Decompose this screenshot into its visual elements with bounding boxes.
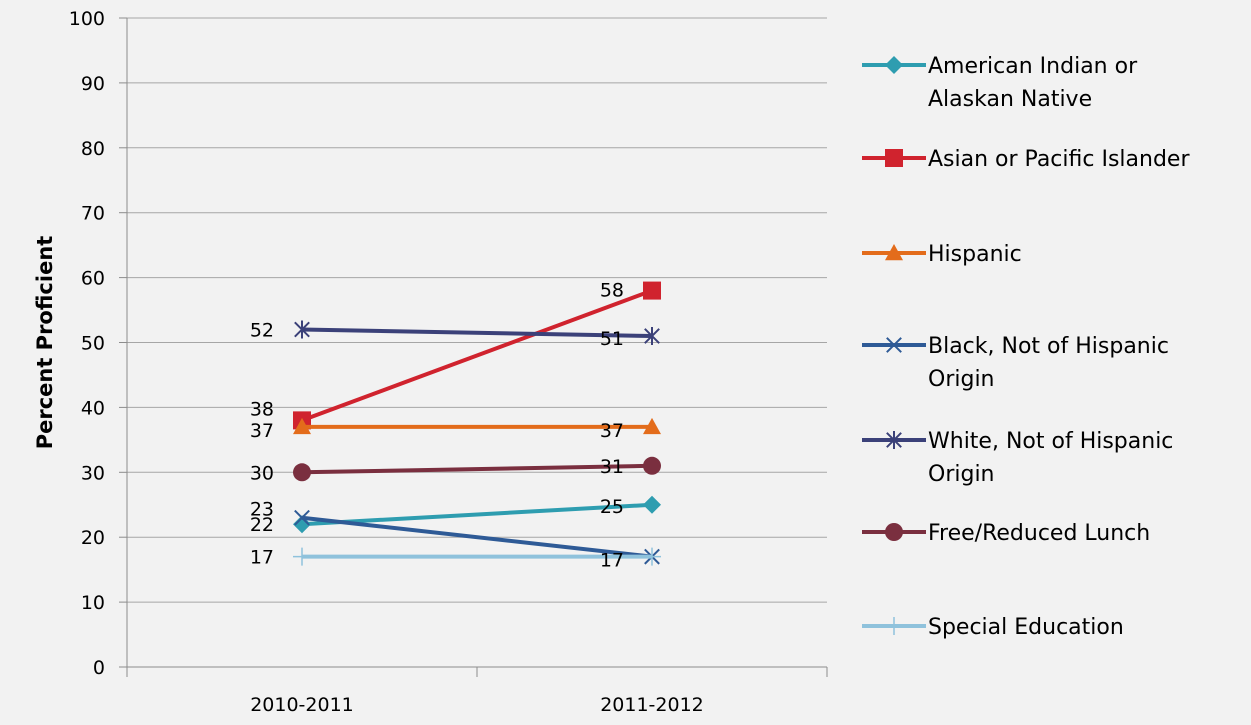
marker-square — [885, 149, 903, 167]
data-label: 17 — [250, 547, 274, 569]
marker-circle — [293, 463, 311, 482]
x-tick-label: 2010-2011 — [250, 694, 354, 716]
data-label: 38 — [250, 398, 274, 420]
series-line — [301, 502, 653, 527]
legend-label: Free/Reduced Lunch — [928, 521, 1150, 546]
data-labels: 22 25 38 58 37 37 23 17 52 51 30 31 17 — [250, 280, 624, 572]
series-2 — [293, 417, 661, 435]
marker-diamond — [885, 56, 903, 74]
legend-label: Special Education — [928, 615, 1124, 640]
legend-label: Black, Not of Hispanic — [928, 334, 1169, 359]
marker-plus — [885, 617, 903, 635]
legend-label: White, Not of Hispanic — [928, 429, 1173, 454]
marker-star — [886, 431, 902, 449]
data-label: 37 — [600, 420, 624, 442]
series-line — [301, 463, 653, 475]
legend-item: Asian or Pacific Islander — [862, 147, 1190, 172]
series-5 — [293, 456, 661, 482]
y-tick-label: 10 — [81, 592, 105, 614]
series-line — [301, 327, 653, 339]
series-line — [301, 515, 653, 559]
y-axis-title: Percent Proficient — [33, 236, 57, 450]
data-label: 51 — [600, 328, 624, 350]
y-tick-label: 100 — [69, 8, 105, 30]
legend-label: Hispanic — [928, 242, 1022, 267]
y-tick-label: 30 — [81, 462, 105, 484]
legend: American Indian or Alaskan Native Asian or… — [862, 54, 1190, 640]
series-4 — [294, 320, 660, 346]
y-tick-label: 40 — [81, 397, 105, 419]
legend-item: American Indian or Alaskan Native — [862, 54, 1138, 112]
y-tick-label: 80 — [81, 138, 105, 160]
legend-item: Special Education — [862, 615, 1124, 640]
legend-label: Origin — [928, 462, 995, 487]
legend-label: Origin — [928, 367, 995, 392]
data-label: 23 — [250, 499, 274, 521]
marker-square — [643, 281, 661, 300]
marker-x — [294, 509, 310, 526]
y-tick-label: 20 — [81, 527, 105, 549]
marker-diamond — [643, 495, 661, 514]
legend-item: White, Not of Hispanic Origin — [862, 429, 1173, 487]
data-label: 31 — [600, 456, 624, 478]
data-label: 37 — [250, 420, 274, 442]
gridlines: 0 10 20 30 40 50 60 70 80 90 100 — [69, 8, 827, 679]
legend-label: Alaskan Native — [928, 87, 1092, 112]
marker-star — [644, 327, 660, 346]
data-label: 22 — [250, 514, 274, 536]
marker-star — [294, 320, 310, 339]
y-tick-label: 60 — [81, 268, 105, 290]
series-6 — [293, 547, 661, 566]
data-label: 25 — [600, 496, 624, 518]
y-tick-label: 0 — [93, 657, 105, 679]
legend-label: American Indian or — [928, 54, 1138, 79]
marker-triangle — [885, 244, 903, 261]
x-tick-label: 2011-2012 — [600, 694, 704, 716]
marker-x — [886, 337, 902, 353]
series-line — [301, 288, 653, 423]
legend-item: Hispanic — [862, 242, 1022, 267]
marker-triangle — [293, 417, 311, 435]
data-label: 52 — [250, 320, 274, 342]
series-group — [293, 281, 661, 566]
data-label: 30 — [250, 462, 274, 484]
legend-item: Free/Reduced Lunch — [862, 521, 1150, 546]
marker-circle — [643, 456, 661, 475]
y-tick-label: 50 — [81, 333, 105, 355]
marker-triangle — [643, 417, 661, 435]
data-label: 58 — [600, 280, 624, 302]
legend-item: Black, Not of Hispanic Origin — [862, 334, 1169, 392]
legend-label: Asian or Pacific Islander — [928, 147, 1190, 172]
marker-circle — [885, 523, 903, 541]
marker-plus — [293, 547, 311, 566]
y-tick-label: 90 — [81, 73, 105, 95]
data-label: 17 — [600, 550, 624, 572]
y-tick-label: 70 — [81, 203, 105, 225]
marker-plus — [643, 547, 661, 566]
